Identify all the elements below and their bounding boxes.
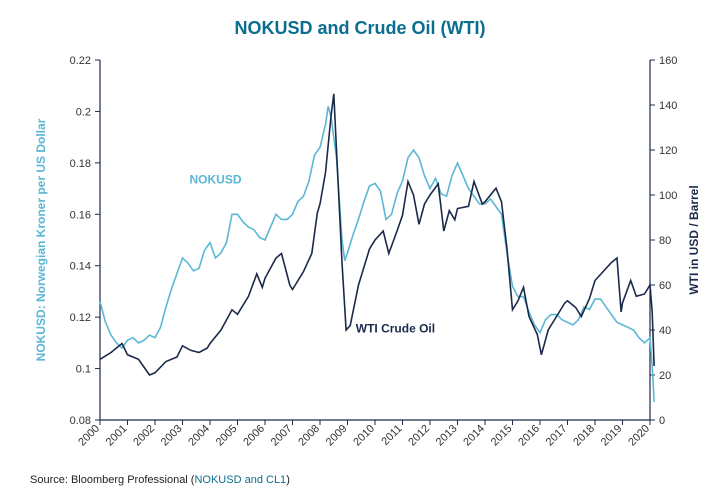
- x-tick-label: 2012: [406, 423, 432, 449]
- left-tick-label: 0.16: [70, 209, 91, 221]
- x-tick-label: 2002: [131, 423, 157, 449]
- x-tick-label: 2017: [544, 423, 570, 449]
- right-axis-label: WTI in USD / Barrel: [687, 185, 701, 294]
- source-prefix: Source: Bloomberg Professional (: [30, 474, 194, 486]
- right-tick-label: 120: [659, 145, 677, 157]
- right-tick-label: 60: [659, 280, 671, 292]
- right-tick-label: 20: [659, 370, 671, 382]
- left-tick-label: 0.18: [70, 158, 91, 170]
- x-tick-label: 2019: [599, 423, 625, 449]
- x-tick-label: 2009: [324, 423, 350, 449]
- x-tick-label: 2007: [269, 423, 295, 449]
- x-tick-label: 2010: [351, 423, 377, 449]
- left-tick-label: 0.12: [70, 312, 91, 324]
- x-tick-label: 2004: [186, 423, 212, 449]
- x-tick-label: 2020: [626, 423, 652, 449]
- chart-svg: 0.08 0.1 0.12 0.14 0.16 0.18 0.2 0.22 0 20 40 60 80 1…: [0, 0, 720, 500]
- chart-container: { "title": "NOKUSD and Crude Oil (WTI)",…: [0, 0, 720, 500]
- x-tick-label: 2003: [159, 423, 185, 449]
- x-tick-label: 2001: [104, 423, 130, 449]
- right-tick-label: 40: [659, 325, 671, 337]
- x-tick-label: 2008: [296, 423, 322, 449]
- left-tick-label: 0.2: [76, 106, 91, 118]
- chart-title: NOKUSD and Crude Oil (WTI): [0, 18, 720, 39]
- x-tick-label: 2006: [241, 423, 267, 449]
- right-tick-label: 140: [659, 100, 677, 112]
- left-axis-label: NOKUSD: Norwegian Kroner per US Dollar: [34, 118, 48, 361]
- x-tick-label: 2014: [461, 423, 487, 449]
- source-series: NOKUSD and CL1: [194, 474, 286, 486]
- right-tick-label: 100: [659, 190, 677, 202]
- x-tick-label: 2013: [434, 423, 460, 449]
- right-tick-label: 80: [659, 235, 671, 247]
- left-tick-label: 0.08: [70, 415, 91, 427]
- left-tick-label: 0.1: [76, 364, 91, 376]
- left-tick-label: 0.22: [70, 55, 91, 67]
- x-tick-label: 2015: [489, 423, 515, 449]
- nokusd-series-label: NOKUSD: [189, 172, 241, 186]
- x-tick-label: 2005: [214, 423, 240, 449]
- x-tick-label: 2018: [571, 423, 597, 449]
- x-tick-label: 2011: [379, 423, 404, 448]
- wti-series-label: WTI Crude Oil: [356, 321, 435, 335]
- x-tick-label: 2016: [516, 423, 542, 449]
- right-tick-label: 0: [659, 415, 665, 427]
- right-tick-label: 160: [659, 55, 677, 67]
- chart-title-text: NOKUSD and Crude Oil (WTI): [235, 18, 486, 38]
- left-tick-label: 0.14: [70, 261, 91, 273]
- source-line: Source: Bloomberg Professional (NOKUSD a…: [30, 474, 290, 486]
- nokusd-line: [100, 106, 654, 402]
- source-suffix: ): [286, 474, 290, 486]
